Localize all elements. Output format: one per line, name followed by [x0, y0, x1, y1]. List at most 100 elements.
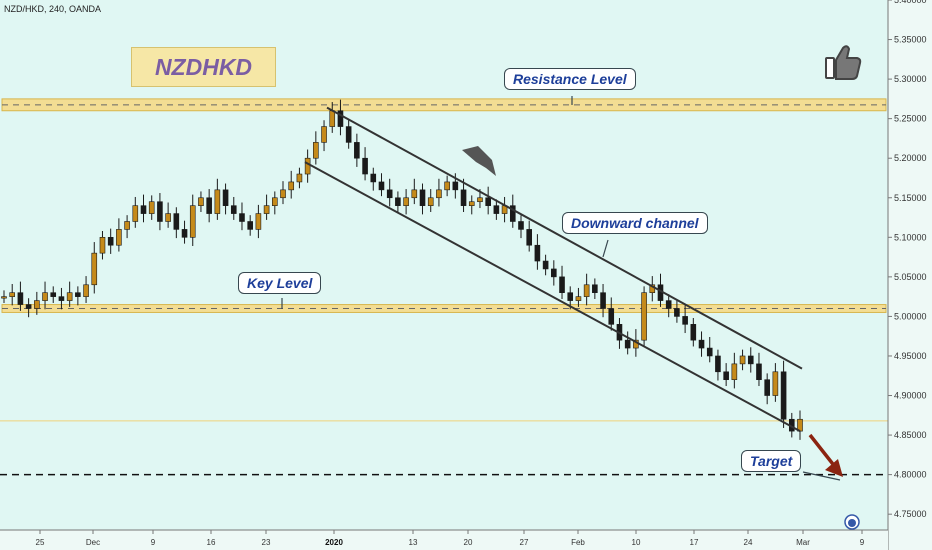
- candle-body: [206, 197, 212, 214]
- candle-body: [739, 355, 746, 365]
- candle-body: [427, 197, 434, 206]
- candle-body: [641, 292, 647, 341]
- candle-body: [682, 316, 688, 325]
- price-tick-label: 4.95000: [894, 351, 927, 361]
- candle-body: [526, 229, 532, 246]
- time-tick-label: 27: [520, 538, 529, 547]
- candle-body: [42, 292, 48, 301]
- thumbs-up-cuff: [825, 57, 835, 79]
- time-tick-label: 20: [464, 538, 473, 547]
- channel-lower-line: [304, 161, 801, 432]
- candle-body: [567, 292, 574, 301]
- candle-body: [296, 173, 303, 183]
- time-tick-label: 17: [690, 538, 699, 547]
- time-tick-label: 13: [409, 538, 418, 547]
- price-tick-label: 4.75000: [894, 509, 927, 519]
- candle-body: [288, 181, 295, 191]
- candle-body: [723, 371, 729, 381]
- candle-body: [272, 197, 278, 206]
- candle-body: [756, 363, 762, 381]
- price-axis-bg: [888, 0, 932, 550]
- time-tick-label: 24: [744, 538, 753, 547]
- candle-body: [608, 308, 615, 325]
- candle-body: [255, 213, 262, 230]
- candle-body: [592, 284, 598, 293]
- candle-body: [58, 296, 65, 301]
- candle-body: [66, 292, 73, 301]
- time-tick-label: 9: [860, 538, 865, 547]
- price-tick-label: 4.80000: [894, 470, 927, 480]
- price-tick-label: 5.30000: [894, 74, 927, 84]
- price-tick-label: 5.20000: [894, 153, 927, 163]
- time-tick-label: 9: [151, 538, 156, 547]
- candle-body: [329, 110, 336, 127]
- candle-body: [263, 205, 270, 214]
- decorations: [281, 45, 862, 530]
- price-tick-label: 5.15000: [894, 193, 927, 203]
- candle-body: [173, 213, 180, 230]
- candle-body: [17, 292, 24, 305]
- candle-body: [542, 260, 549, 270]
- time-tick-label: Mar: [796, 538, 810, 547]
- candle-body: [247, 221, 253, 230]
- price-tick-label: 4.90000: [894, 391, 927, 401]
- channel-callout: Downward channel: [562, 212, 708, 234]
- candle-body: [747, 355, 754, 365]
- candle-body: [600, 292, 606, 309]
- candle-body: [321, 126, 327, 143]
- price-tick-label: 5.00000: [894, 311, 927, 321]
- candle-body: [559, 276, 565, 293]
- candle-body: [230, 205, 237, 214]
- candle-body: [124, 221, 130, 230]
- reference-lines: [0, 420, 888, 476]
- candle-body: [706, 347, 713, 357]
- price-tick-label: 5.40000: [894, 0, 927, 5]
- candles: [1, 99, 803, 440]
- key-level-callout: Key Level: [238, 272, 322, 294]
- candle-body: [198, 197, 204, 206]
- price-tick-label: 5.25000: [894, 114, 927, 124]
- candle-body: [674, 308, 680, 317]
- candle-body: [116, 229, 122, 246]
- time-tick-label: 25: [36, 538, 45, 547]
- time-tick-label: 16: [207, 538, 216, 547]
- thumbs-up-hand: [835, 45, 862, 80]
- time-tick-label: Dec: [86, 538, 100, 547]
- candle-body: [304, 157, 311, 175]
- globe-icon-center: [848, 519, 856, 527]
- chevron-down-icon: [462, 146, 496, 176]
- candle-body: [181, 229, 188, 238]
- candle-body: [1, 296, 7, 299]
- candle-body: [665, 300, 672, 309]
- time-tick-label: 2020: [325, 538, 343, 547]
- channel-lines: [304, 106, 803, 432]
- candle-body: [493, 205, 500, 214]
- price-tick-label: 4.85000: [894, 430, 927, 440]
- candle-body: [378, 181, 385, 191]
- candle-body: [157, 201, 163, 222]
- candle-body: [690, 324, 697, 341]
- candle-body: [698, 339, 705, 349]
- time-tick-label: Feb: [571, 538, 585, 547]
- candle-body: [772, 371, 779, 396]
- candle-body: [214, 189, 221, 214]
- candle-body: [436, 189, 442, 199]
- candle-body: [9, 292, 16, 297]
- channel-upper-line: [326, 106, 803, 370]
- price-tick-label: 5.05000: [894, 272, 927, 282]
- candle-body: [764, 379, 770, 396]
- candle-body: [477, 197, 483, 203]
- candle-body: [444, 181, 450, 191]
- price-tick-label: 5.10000: [894, 232, 927, 242]
- down-right-arrow-head: [825, 459, 843, 477]
- candle-body: [575, 296, 582, 301]
- price-tick-label: 5.35000: [894, 35, 927, 45]
- candle-body: [337, 110, 344, 127]
- candle-body: [50, 292, 57, 297]
- time-tick-label: 10: [632, 538, 641, 547]
- time-axis-bg: [0, 530, 888, 550]
- candle-body: [452, 181, 459, 191]
- candle-body: [534, 244, 541, 262]
